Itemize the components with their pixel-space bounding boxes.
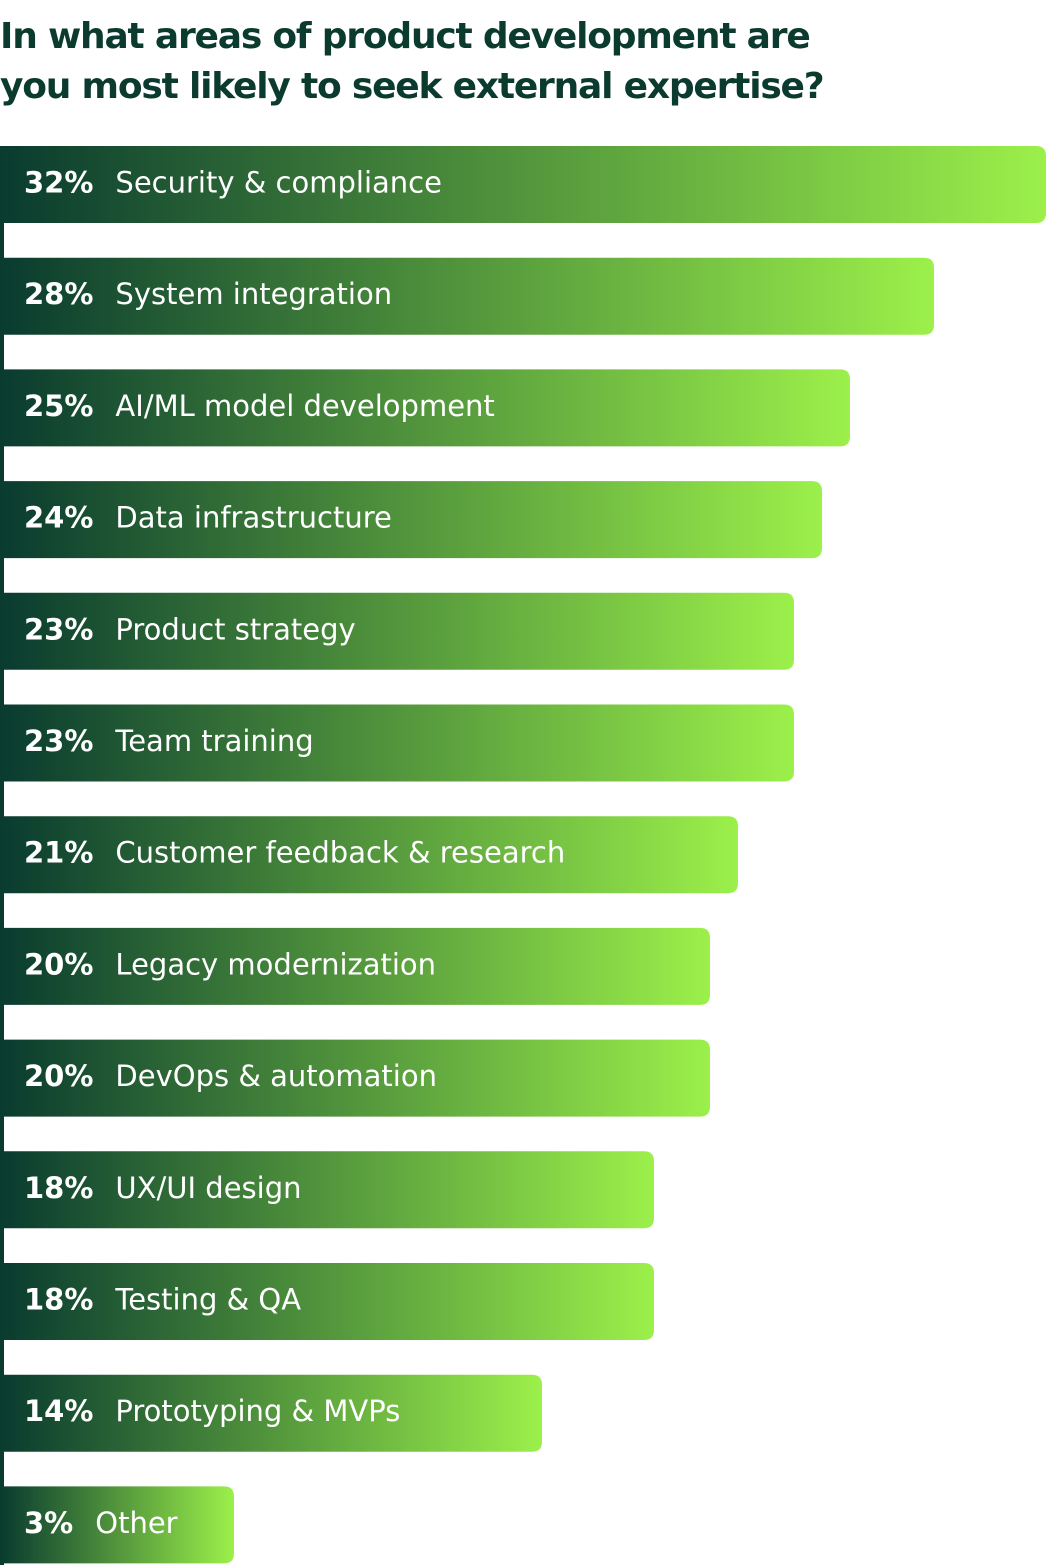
bar xyxy=(0,1039,710,1117)
value-label: 18% xyxy=(24,1283,93,1317)
value-label: 24% xyxy=(24,501,93,535)
category-label: Customer feedback & research xyxy=(115,836,565,870)
bar xyxy=(0,146,1046,223)
value-label: 25% xyxy=(24,389,93,423)
value-label: 32% xyxy=(24,166,93,200)
bar xyxy=(0,1374,542,1452)
bar xyxy=(0,1151,654,1229)
category-label: AI/ML model development xyxy=(115,389,494,423)
value-label: 23% xyxy=(24,612,93,646)
category-label: Security & compliance xyxy=(115,166,442,200)
bar xyxy=(0,816,738,894)
category-label: UX/UI design xyxy=(115,1171,301,1205)
category-label: Team training xyxy=(114,724,313,758)
bar xyxy=(0,1486,234,1564)
value-label: 23% xyxy=(24,724,93,758)
category-label: System integration xyxy=(115,277,392,311)
bar xyxy=(0,592,794,670)
value-label: 20% xyxy=(24,1059,93,1093)
category-label: DevOps & automation xyxy=(115,1059,437,1093)
bar xyxy=(0,927,710,1005)
category-label: Legacy modernization xyxy=(115,947,436,981)
bar xyxy=(0,369,850,447)
value-label: 18% xyxy=(24,1171,93,1205)
value-label: 14% xyxy=(24,1394,93,1428)
category-label: Testing & QA xyxy=(114,1283,301,1317)
category-label: Product strategy xyxy=(115,612,355,646)
bar xyxy=(0,1263,654,1340)
bar xyxy=(0,481,822,559)
category-label: Other xyxy=(95,1506,177,1540)
chart-title: In what areas of product development are… xyxy=(0,16,825,107)
value-label: 28% xyxy=(24,277,93,311)
bar xyxy=(0,257,934,335)
category-label: Data infrastructure xyxy=(115,501,391,535)
bar xyxy=(0,704,794,782)
category-label: Prototyping & MVPs xyxy=(115,1394,400,1428)
value-label: 3% xyxy=(24,1506,73,1540)
value-label: 21% xyxy=(24,836,93,870)
value-label: 20% xyxy=(24,947,93,981)
